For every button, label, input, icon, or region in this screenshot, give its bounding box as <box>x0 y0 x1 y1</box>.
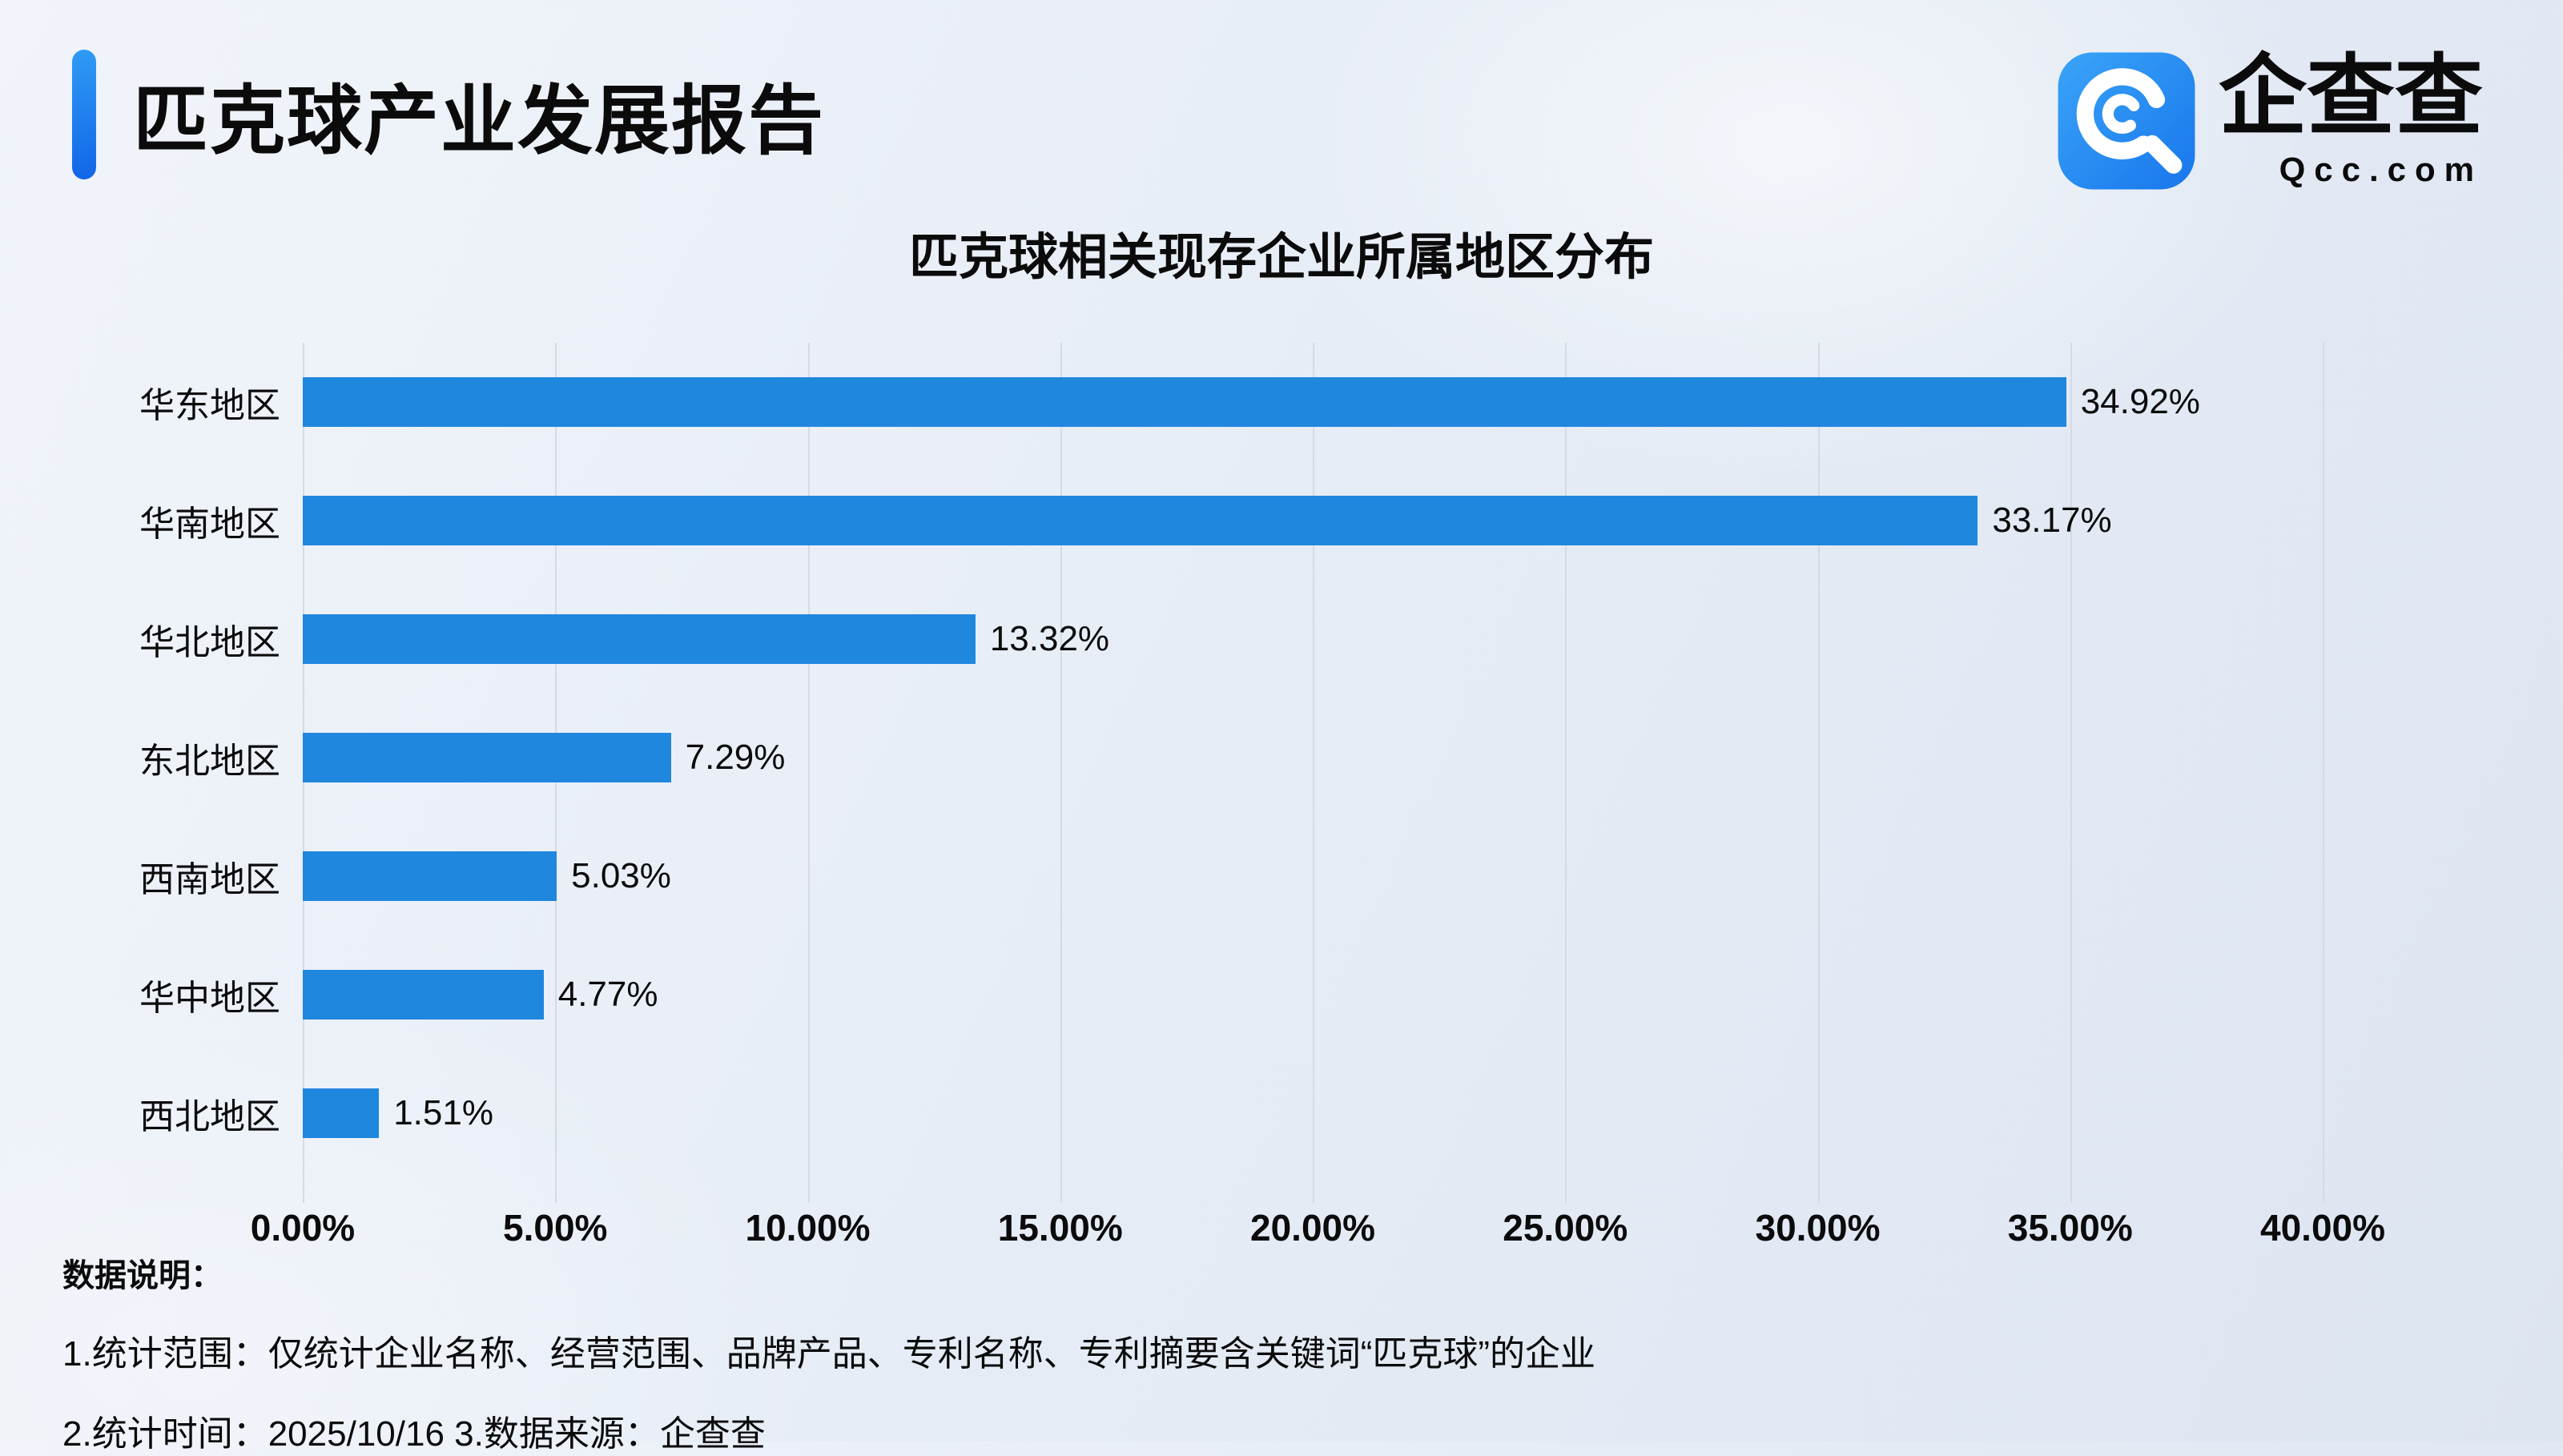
category-label: 华南地区 <box>139 505 280 544</box>
gridline <box>1060 343 1062 1203</box>
value-label: 1.51% <box>393 1093 493 1132</box>
value-label: 13.32% <box>989 619 1110 658</box>
gridline <box>2070 343 2072 1203</box>
x-tick-label: 0.00% <box>250 1207 356 1249</box>
bar <box>303 851 557 901</box>
value-label: 34.92% <box>2080 382 2200 421</box>
bar <box>303 733 671 782</box>
value-label: 33.17% <box>1992 501 2112 540</box>
x-tick-label: 20.00% <box>1249 1207 1376 1249</box>
value-label: 5.03% <box>571 856 671 895</box>
x-tick-label: 30.00% <box>1755 1207 1881 1249</box>
category-label: 西北地区 <box>139 1097 280 1136</box>
bar <box>303 970 544 1020</box>
brand-text: 企查查 Qcc.com <box>2219 53 2483 189</box>
x-tick-label: 40.00% <box>2259 1207 2386 1249</box>
gridline <box>807 343 810 1203</box>
qcc-logo-icon <box>2055 50 2198 192</box>
footer-note-1: 1.统计范围：仅统计企业名称、经营范围、品牌产品、专利名称、专利摘要含关键词“匹… <box>62 1334 1595 1374</box>
x-axis: 0.00% 5.00% 10.00% 15.00% 20.00% 25.00% 30.00%… <box>251 1206 2385 1256</box>
footer-heading: 数据说明： <box>62 1258 223 1293</box>
bar-row: 33.17% <box>303 461 2323 580</box>
title-accent-bar <box>72 50 96 179</box>
bar <box>303 377 2066 427</box>
bar <box>303 614 976 664</box>
x-tick-label: 15.00% <box>997 1207 1123 1249</box>
x-tick-label: 35.00% <box>2007 1207 2133 1249</box>
bar-row: 7.29% <box>303 698 2323 817</box>
category-label: 东北地区 <box>139 742 280 781</box>
bar-row: 1.51% <box>303 1054 2323 1172</box>
bar-row: 13.32% <box>303 580 2323 698</box>
x-tick-label: 25.00% <box>1503 1207 1628 1249</box>
brand-name: 企查查 <box>2219 47 2483 146</box>
category-label: 西南地区 <box>139 860 280 899</box>
bar-row: 34.92% <box>303 343 2323 461</box>
chart-title: 匹克球相关现存企业所属地区分布 <box>908 230 1654 285</box>
chart-body: 华东地区华南地区华北地区东北地区西南地区华中地区西北地区 34.92% 33.17… <box>64 343 2324 1203</box>
plot-area: 34.92% 33.17% 13.32% 7.29% 5.03% 4.77% 1.51% <box>303 343 2324 1203</box>
bar <box>303 1088 380 1138</box>
x-tick-label: 5.00% <box>503 1207 608 1249</box>
value-label: 7.29% <box>685 738 786 777</box>
gridline <box>1313 343 1314 1203</box>
category-label: 华中地区 <box>139 979 280 1018</box>
title-wrap: 匹克球产业发展报告 <box>72 50 825 179</box>
value-label: 4.77% <box>557 975 658 1014</box>
bar-chart: 华东地区华南地区华北地区东北地区西南地区华中地区西北地区 34.92% 33.17… <box>64 343 2385 1256</box>
x-tick-label: 10.00% <box>745 1207 871 1249</box>
footer-notes: 数据说明： 1.统计范围：仅统计企业名称、经营范围、品牌产品、专利名称、专利摘要… <box>62 1249 1595 1456</box>
category-labels: 华东地区华南地区华北地区东北地区西南地区华中地区西北地区 <box>64 343 280 1203</box>
category-label: 华北地区 <box>139 623 280 662</box>
header: 匹克球产业发展报告 企查查 Qcc.com <box>72 50 2483 192</box>
gridline <box>2323 343 2324 1203</box>
gridline <box>1565 343 1567 1203</box>
bar-row: 4.77% <box>303 935 2323 1054</box>
brand-site: Qcc.com <box>2279 151 2483 188</box>
gridline <box>1817 343 1820 1203</box>
bar <box>303 496 1978 545</box>
category-label: 华东地区 <box>139 386 280 425</box>
bar-row: 5.03% <box>303 817 2323 935</box>
footer-note-2: 2.统计时间：2025/10/16 3.数据来源：企查查 <box>62 1414 766 1454</box>
page-title: 匹克球产业发展报告 <box>133 78 826 163</box>
brand-logo: 企查查 Qcc.com <box>2055 50 2483 192</box>
